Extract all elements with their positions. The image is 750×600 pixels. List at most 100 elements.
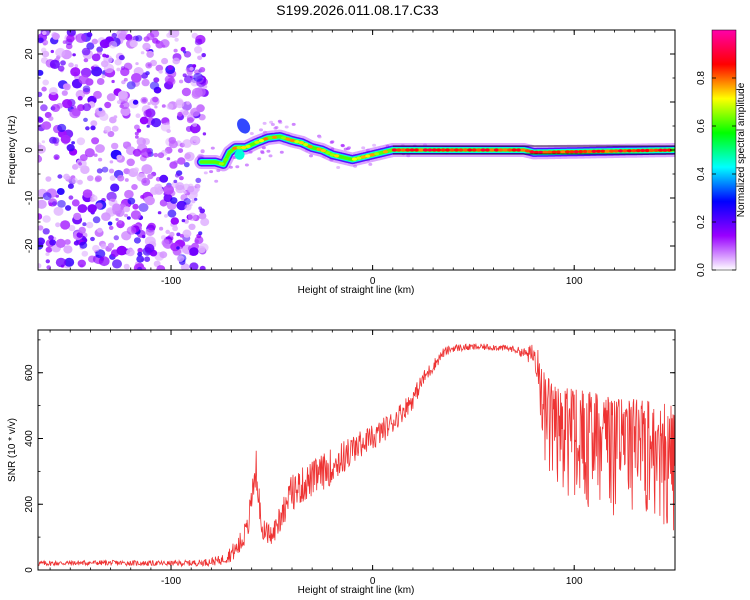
noise-blob	[168, 140, 178, 149]
ridge-core	[436, 148, 442, 152]
snr-series-line	[38, 342, 675, 568]
noise-blob	[107, 130, 115, 138]
ridge-core	[249, 142, 256, 146]
colorbar-tick-label: 0.6	[696, 119, 707, 133]
noise-blob	[60, 60, 66, 66]
noise-blob	[89, 197, 95, 203]
noise-blob	[45, 61, 50, 66]
noise-blob	[199, 67, 206, 73]
noise-blob	[86, 32, 93, 38]
noise-blob	[60, 134, 71, 144]
ridge-core	[582, 149, 588, 154]
noise-blob	[51, 104, 60, 112]
noise-blob	[78, 226, 86, 234]
noise-blob	[76, 137, 86, 146]
noise-blob	[116, 154, 123, 161]
noise-blob	[116, 245, 128, 256]
noise-blob	[42, 215, 51, 223]
noise-blob	[144, 243, 155, 253]
ridge-core	[232, 146, 238, 150]
noise-blob	[192, 136, 200, 143]
noise-blob	[189, 262, 199, 270]
noise-blob	[189, 66, 194, 71]
noise-blob	[139, 116, 149, 125]
noise-blob	[210, 146, 215, 150]
noise-blob	[347, 146, 351, 150]
ridge-core	[467, 148, 473, 152]
ridge-core	[320, 149, 326, 153]
noise-blob	[77, 179, 83, 185]
noise-blob	[38, 225, 44, 231]
noise-blob	[126, 216, 131, 220]
noise-blob	[96, 168, 103, 174]
noise-blob	[182, 50, 187, 54]
noise-blob	[133, 167, 139, 173]
noise-blob	[38, 117, 44, 123]
noise-blob	[176, 232, 181, 237]
noise-blob	[167, 209, 177, 218]
noise-blob	[372, 143, 377, 147]
ridge-core	[626, 149, 633, 153]
noise-blob	[116, 67, 121, 72]
noise-blob	[82, 222, 87, 227]
noise-blob	[177, 157, 186, 165]
noise-blob	[62, 83, 70, 89]
x-tick-label: -100	[161, 276, 181, 287]
ridge-core	[334, 154, 340, 158]
noise-blob	[157, 152, 165, 159]
noise-blob	[124, 189, 134, 199]
noise-blob	[201, 53, 206, 58]
x-tick-label: 0	[370, 576, 376, 587]
noise-blob	[167, 77, 176, 86]
noise-blob	[93, 90, 102, 99]
noise-blob	[70, 67, 81, 77]
ridge-core	[365, 154, 371, 158]
noise-blob	[135, 62, 139, 66]
noise-blob	[126, 248, 135, 257]
noise-blob	[183, 198, 191, 205]
ridge-core	[241, 146, 247, 150]
noise-blob	[86, 42, 95, 50]
noise-blob	[66, 34, 75, 43]
noise-blob	[121, 199, 128, 206]
ridge-core	[622, 149, 628, 153]
noise-blob	[64, 257, 75, 267]
noise-blob	[209, 170, 214, 174]
noise-blob	[116, 30, 127, 40]
noise-blob	[166, 103, 174, 110]
noise-blob	[102, 53, 107, 58]
noise-blob	[159, 174, 169, 183]
noise-blob	[92, 216, 101, 224]
noise-blob	[57, 65, 65, 72]
noise-blob	[194, 183, 201, 189]
noise-blob	[57, 123, 67, 133]
spectrogram-ridge	[194, 118, 675, 172]
noise-blob	[56, 188, 65, 195]
noise-blob	[66, 30, 76, 37]
noise-blob	[91, 137, 100, 145]
noise-blob	[147, 222, 156, 231]
noise-blob	[57, 174, 63, 179]
noise-blob	[98, 256, 110, 267]
noise-blob	[100, 243, 107, 250]
noise-blob	[95, 249, 106, 259]
noise-blob	[41, 121, 52, 130]
noise-blob	[194, 239, 199, 244]
ridge-core	[218, 162, 224, 166]
ridge-core	[516, 148, 522, 152]
noise-blob	[144, 256, 151, 263]
x-tick-label: -100	[161, 576, 181, 587]
ridge-core	[360, 155, 366, 159]
noise-blob	[123, 141, 128, 146]
ridge-core	[653, 148, 659, 152]
x-tick-label: 100	[566, 276, 583, 287]
ridge-core	[476, 148, 482, 152]
ridge-core	[267, 136, 273, 140]
noise-blob	[266, 149, 271, 153]
ridge-core	[440, 148, 446, 152]
ridge-core	[289, 138, 295, 143]
noise-blob	[146, 124, 150, 128]
ridge-core	[405, 148, 411, 152]
noise-blob	[175, 184, 185, 194]
noise-blob	[55, 257, 67, 268]
